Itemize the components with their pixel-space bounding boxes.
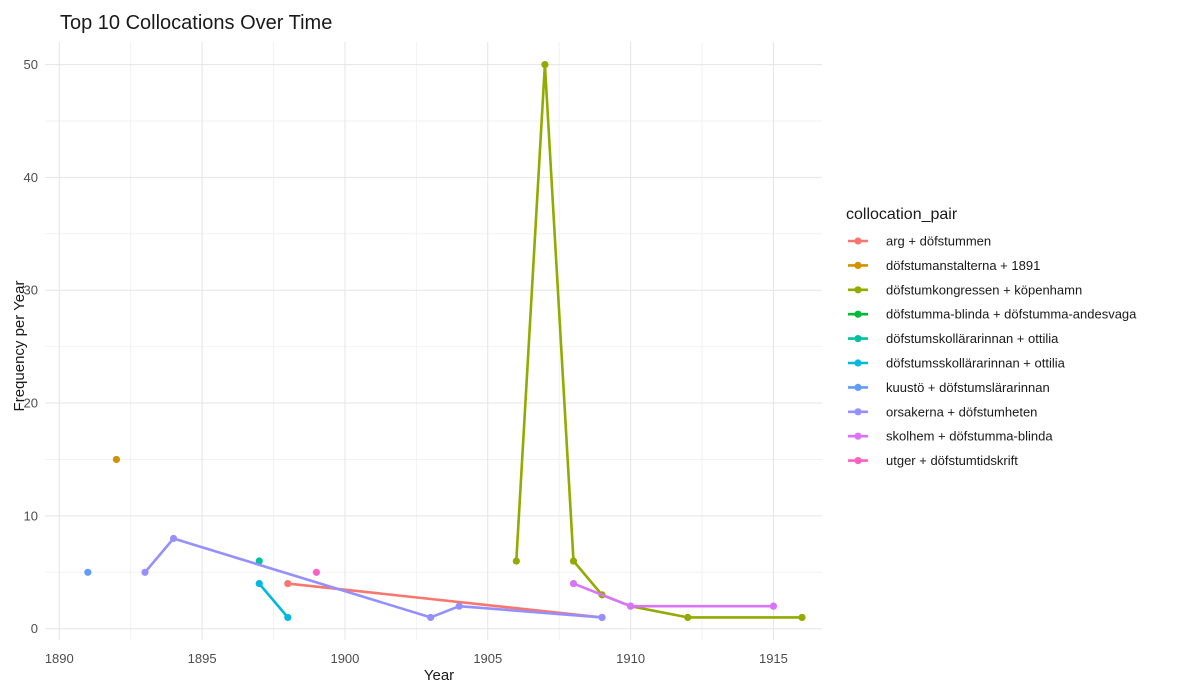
x-axis-title: Year (424, 667, 454, 684)
series-group (112, 455, 121, 464)
data-point (84, 568, 92, 576)
x-tick-label: 1905 (473, 651, 502, 666)
data-point (598, 613, 606, 622)
series-lines (84, 60, 806, 622)
y-tick-label: 40 (24, 170, 38, 185)
series-group (312, 568, 320, 576)
legend-item: döfstumskollärarinnan + ottilia (848, 331, 1059, 346)
data-point (455, 602, 463, 610)
data-point (284, 579, 292, 588)
legend-label: döfstumkongressen + köpenhamn (886, 282, 1082, 297)
series-group (141, 534, 606, 622)
legend-item: döfstumma-blinda + döfstumma-andesvaga (848, 307, 1137, 322)
data-point (541, 60, 549, 69)
legend-key-point (854, 359, 862, 367)
legend-key-point (854, 432, 862, 440)
legend-item: kuustö + döfstumslärarinnan (848, 380, 1050, 395)
x-tick-label: 1910 (616, 651, 645, 666)
legend-key-point (854, 237, 862, 245)
x-tick-label: 1915 (759, 651, 788, 666)
data-point (798, 613, 806, 622)
series-group (569, 579, 778, 610)
x-tick-label: 1900 (330, 651, 359, 666)
y-tick-label: 10 (24, 508, 38, 523)
data-point (141, 568, 149, 576)
data-point (569, 557, 578, 565)
data-point (684, 613, 692, 622)
data-point (112, 455, 121, 464)
data-point (255, 579, 263, 588)
x-tick-label: 1895 (188, 651, 217, 666)
y-tick-label: 30 (24, 283, 38, 298)
chart-title: Top 10 Collocations Over Time (60, 12, 332, 34)
legend-label: skolhem + döfstumma-blinda (886, 429, 1053, 444)
y-tick-label: 0 (31, 621, 38, 636)
data-point (255, 557, 263, 565)
legend-label: döfstumanstalterna + 1891 (886, 258, 1040, 273)
series-line (143, 537, 604, 619)
legend-item: arg + döfstummen (848, 234, 991, 249)
legend-key-point (854, 383, 862, 391)
data-point (169, 534, 178, 543)
legend-label: döfstumsskollärarinnan + ottilia (886, 356, 1066, 371)
legend-key-point (854, 408, 862, 416)
legend-item: döfstumanstalterna + 1891 (848, 258, 1040, 273)
legend-item: döfstumsskollärarinnan + ottilia (848, 356, 1066, 371)
series-group (512, 60, 806, 622)
data-point (569, 579, 578, 588)
legend-key-point (854, 286, 862, 294)
legend-label: arg + döfstummen (886, 234, 991, 249)
x-tick-label: 1890 (45, 651, 74, 666)
legend-title: collocation_pair (846, 206, 958, 223)
legend-label: döfstumskollärarinnan + ottilia (886, 331, 1059, 346)
grid (45, 42, 822, 640)
axes: 1890 1895 1900 1905 1910 1915 0 10 20 30 40 50 (24, 57, 788, 666)
legend-key-point (854, 261, 862, 269)
legend-label: utger + döfstumtidskrift (886, 453, 1018, 468)
series-line (257, 582, 290, 619)
data-point (512, 557, 520, 565)
legend-key-point (854, 310, 862, 318)
legend-label: kuustö + döfstumslärarinnan (886, 380, 1050, 395)
data-point (284, 613, 292, 622)
y-axis-title: Frequency per Year (11, 281, 28, 412)
legend-label: döfstumma-blinda + döfstumma-andesvaga (886, 307, 1137, 322)
series-line (572, 582, 775, 608)
data-point (769, 602, 778, 610)
legend-key-point (854, 457, 862, 465)
series-group (255, 579, 292, 622)
legend-item: utger + döfstumtidskrift (848, 453, 1018, 468)
series-group (84, 568, 92, 576)
legend: collocation_pair arg + döfstummen döfstum… (846, 206, 1137, 468)
legend-item: orsakerna + döfstumheten (848, 404, 1037, 419)
legend-item: döfstumkongressen + köpenhamn (848, 282, 1082, 297)
data-point (312, 568, 320, 576)
data-point (627, 602, 635, 610)
data-point (427, 613, 435, 622)
legend-label: orsakerna + döfstumheten (886, 404, 1037, 419)
series-group (255, 557, 263, 565)
legend-item: skolhem + döfstumma-blinda (848, 429, 1053, 444)
y-tick-label: 20 (24, 396, 38, 411)
y-tick-label: 50 (24, 57, 38, 72)
legend-key-point (854, 335, 862, 343)
